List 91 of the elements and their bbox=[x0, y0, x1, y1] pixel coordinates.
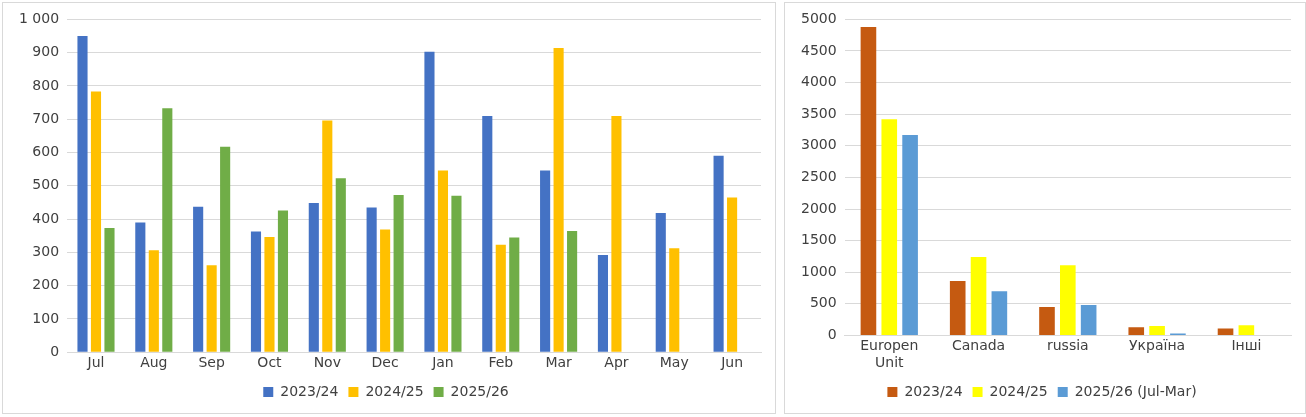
bar bbox=[970, 257, 987, 335]
y-tick-label: 3000 bbox=[800, 136, 837, 153]
bar bbox=[322, 120, 333, 352]
bar bbox=[250, 231, 262, 352]
bar bbox=[991, 291, 1008, 335]
x-tick-label: Canada bbox=[951, 337, 1006, 354]
bar bbox=[567, 231, 578, 352]
legend-label: 2025/26 (Jul-Mar) bbox=[1074, 382, 1197, 399]
x-tick-label: Інші bbox=[1231, 337, 1262, 354]
y-tick-label: 2000 bbox=[800, 199, 837, 216]
y-tick-label: 1000 bbox=[800, 262, 837, 279]
x-tick-label: Jul bbox=[86, 354, 105, 371]
bar bbox=[713, 155, 724, 352]
y-tick-label: 500 bbox=[809, 294, 837, 311]
bar bbox=[881, 119, 898, 335]
bar bbox=[1149, 325, 1165, 335]
bar bbox=[540, 170, 551, 352]
bar bbox=[380, 229, 391, 352]
y-tick-label: 200 bbox=[32, 276, 60, 293]
bar bbox=[611, 115, 622, 352]
x-tick-label: May bbox=[659, 354, 689, 371]
y-tick-label: 600 bbox=[32, 143, 60, 160]
bar bbox=[860, 26, 877, 335]
bar bbox=[162, 108, 173, 352]
y-tick-label: 500 bbox=[32, 176, 60, 193]
x-tick-label: Jan bbox=[431, 354, 454, 371]
y-tick-label: 5000 bbox=[800, 10, 837, 27]
bar bbox=[308, 203, 319, 352]
x-tick-label: Feb bbox=[488, 354, 514, 371]
y-tick-label: 1 000 bbox=[18, 10, 60, 27]
legend-label: 2023/24 bbox=[904, 382, 963, 399]
bar bbox=[1080, 305, 1097, 335]
y-tick-label: 3500 bbox=[800, 104, 837, 121]
bar bbox=[553, 48, 564, 352]
y-tick-label: 800 bbox=[32, 76, 60, 93]
bar bbox=[148, 250, 159, 352]
y-tick-label: 0 bbox=[827, 326, 837, 343]
bar bbox=[1217, 328, 1234, 335]
x-tick-label: russia bbox=[1046, 337, 1089, 354]
bar bbox=[949, 281, 966, 335]
bar bbox=[902, 135, 918, 335]
bar bbox=[1128, 327, 1145, 335]
y-tick-label: 700 bbox=[32, 109, 60, 126]
x-tick-label: Nov bbox=[313, 354, 341, 371]
bar bbox=[482, 115, 493, 352]
bar bbox=[437, 170, 449, 352]
y-tick-label: 4000 bbox=[800, 73, 837, 90]
x-tick-label: Oct bbox=[257, 354, 283, 371]
y-tick-label: 400 bbox=[32, 209, 60, 226]
legend-label: 2023/24 bbox=[280, 382, 339, 399]
bar bbox=[104, 228, 115, 352]
bar bbox=[655, 213, 666, 352]
bar bbox=[393, 195, 404, 352]
bar bbox=[77, 36, 88, 352]
bar bbox=[135, 222, 146, 352]
bar bbox=[424, 51, 435, 352]
bar bbox=[366, 207, 377, 352]
bar bbox=[727, 197, 738, 352]
x-tick-label: Europen Unit bbox=[860, 337, 919, 371]
bar bbox=[335, 178, 346, 352]
bar bbox=[1060, 265, 1076, 335]
bar bbox=[669, 248, 680, 352]
y-tick-label: 2500 bbox=[800, 168, 837, 185]
y-tick-label: 4500 bbox=[800, 41, 837, 58]
bar bbox=[277, 210, 289, 352]
bar bbox=[220, 146, 231, 352]
y-tick-label: 300 bbox=[32, 243, 60, 259]
bar bbox=[1238, 325, 1255, 335]
legend-label: 2024/25 bbox=[365, 382, 424, 399]
x-tick-label: Jun bbox=[720, 354, 744, 371]
y-tick-label: 1500 bbox=[800, 231, 837, 248]
x-tick-label: Dec bbox=[371, 354, 399, 371]
y-tick-label: 0 bbox=[50, 342, 60, 359]
bar bbox=[90, 91, 102, 352]
bar bbox=[495, 244, 506, 352]
y-tick-label: 900 bbox=[32, 43, 60, 60]
bar bbox=[193, 206, 204, 352]
bar bbox=[509, 237, 520, 352]
bar bbox=[451, 195, 462, 352]
x-tick-label: Mar bbox=[545, 354, 573, 371]
x-tick-label: Aug bbox=[140, 354, 168, 371]
x-tick-label: Apr bbox=[604, 354, 629, 371]
bar bbox=[1039, 306, 1055, 335]
bar bbox=[206, 265, 217, 352]
bar bbox=[597, 255, 608, 352]
x-tick-label: Україна bbox=[1129, 337, 1186, 354]
legend-label: 2024/25 bbox=[989, 382, 1048, 399]
bar bbox=[264, 237, 275, 352]
legend-label: 2025/26 bbox=[450, 382, 509, 399]
x-tick-label: Sep bbox=[198, 354, 225, 371]
y-tick-label: 100 bbox=[32, 309, 60, 326]
